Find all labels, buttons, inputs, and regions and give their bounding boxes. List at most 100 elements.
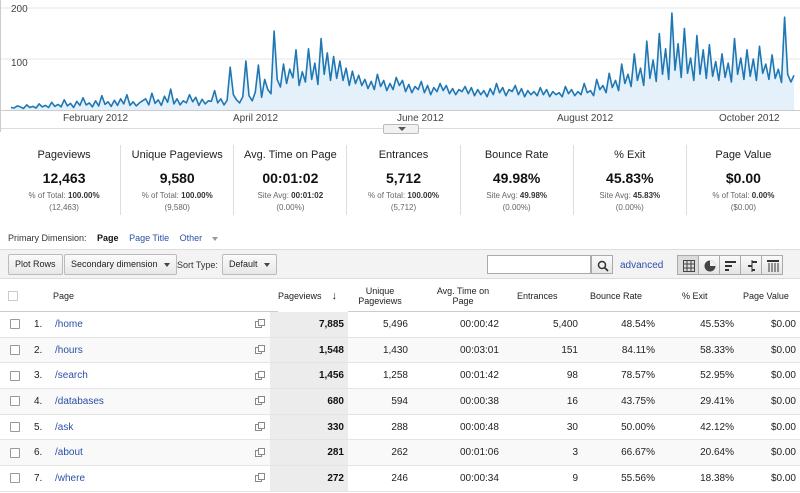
comparison-icon: [748, 260, 757, 272]
cell-avg-time: 00:01:42: [460, 370, 499, 382]
scorecard-sub-total: (12,463): [49, 203, 79, 212]
cell-bounce-rate: 66.67%: [621, 447, 655, 459]
row-number: 3.: [34, 370, 43, 382]
cell-exit: 42.12%: [700, 421, 734, 433]
select-all-checkbox[interactable]: [8, 279, 18, 312]
scorecard-sub-total: (0.00%): [502, 203, 531, 212]
bar-chart-icon: [725, 261, 736, 271]
scorecard-subtext: % of Total: 100.00% (9,580): [121, 190, 233, 214]
cell-bounce-rate: 78.57%: [621, 370, 655, 382]
cell-avg-time: 00:00:42: [460, 318, 499, 330]
scorecard[interactable]: Page Value $0.00 % of Total: 0.00% ($0.00): [687, 145, 800, 215]
search-button[interactable]: [591, 255, 613, 274]
sort-type-dropdown[interactable]: Default: [222, 254, 277, 275]
page-link[interactable]: /ask: [55, 421, 74, 433]
search-icon: [597, 260, 609, 272]
cell-entrances: 151: [561, 344, 578, 356]
view-comparison[interactable]: [740, 255, 762, 275]
scorecard-sub-value: 00:01:02: [291, 191, 324, 200]
page-link[interactable]: /where: [55, 472, 86, 484]
cell-unique-pageviews: 1,430: [382, 344, 408, 356]
row-checkbox[interactable]: [10, 466, 20, 491]
cell-avg-time: 00:00:38: [460, 395, 499, 407]
scorecard[interactable]: Avg. Time on Page 00:01:02 Site Avg: 00:01…: [234, 145, 348, 215]
column-header-bounce-rate[interactable]: Bounce Rate: [590, 290, 643, 301]
cell-avg-time: 00:00:48: [460, 421, 499, 433]
view-data-table[interactable]: [677, 255, 699, 275]
view-switcher: [677, 255, 783, 275]
column-header-pageviews[interactable]: Pageviews ↓: [278, 279, 348, 312]
cell-bounce-rate: 55.56%: [621, 472, 655, 484]
table-row: 5. /ask 330 288 00:00:48 30 50.00% 42.12% $0.00: [0, 414, 800, 441]
page-link[interactable]: /home: [55, 318, 83, 330]
scorecard[interactable]: Unique Pageviews 9,580 % of Total: 100.00%…: [121, 145, 235, 215]
row-checkbox[interactable]: [10, 389, 20, 414]
cell-pageviews: 330: [270, 414, 348, 440]
x-tick-label: April 2012: [233, 113, 279, 124]
scorecard[interactable]: Bounce Rate 49.98% Site Avg: 49.98% (0.00%): [461, 145, 574, 215]
column-header-unique-pageviews[interactable]: Unique Pageviews: [358, 285, 402, 306]
scorecard-title: Bounce Rate: [484, 149, 549, 161]
scorecard-title: Pageviews: [37, 149, 91, 161]
column-header-page[interactable]: Page: [53, 290, 75, 301]
open-page-icon[interactable]: [255, 389, 265, 414]
view-pivot[interactable]: [761, 255, 783, 275]
dimension-page[interactable]: Page: [97, 233, 119, 243]
chevron-down-icon: [163, 262, 170, 267]
advanced-filter-link[interactable]: advanced: [620, 260, 664, 271]
scorecard-subtext: % of Total: 0.00% ($0.00): [687, 190, 800, 214]
row-number: 7.: [34, 472, 43, 484]
scorecard-sub-total: (0.00%): [615, 203, 644, 212]
view-pie[interactable]: [698, 255, 720, 275]
pageviews-header-label: Pageviews: [278, 290, 322, 301]
row-checkbox[interactable]: [10, 440, 20, 465]
scorecard[interactable]: Pageviews 12,463 % of Total: 100.00% (12,46…: [8, 145, 122, 215]
cell-pageviews: 272: [270, 466, 348, 491]
pageviews-chart[interactable]: 200 100 February 2012 April 2012 June 20…: [0, 0, 800, 134]
row-checkbox[interactable]: [10, 363, 20, 388]
row-checkbox[interactable]: [10, 312, 20, 337]
open-page-icon[interactable]: [255, 338, 265, 363]
scorecard[interactable]: Entrances 5,712 % of Total: 100.00% (5,712): [347, 145, 461, 215]
page-link[interactable]: /about: [55, 447, 83, 459]
scorecard-subtext: Site Avg: 00:01:02 (0.00%): [234, 190, 346, 214]
cell-pageviews: 1,548: [270, 337, 348, 363]
row-checkbox[interactable]: [10, 338, 20, 363]
column-header-page-value[interactable]: Page Value: [743, 290, 789, 301]
secondary-dimension-dropdown[interactable]: Secondary dimension: [64, 254, 177, 275]
dimension-other-label: Other: [179, 233, 203, 243]
sort-type-value: Default: [229, 259, 258, 269]
chart-collapse-toggle[interactable]: [383, 124, 419, 134]
scorecard[interactable]: % Exit 45.83% Site Avg: 45.83% (0.00%): [574, 145, 687, 215]
dimension-other-dropdown[interactable]: Other: [180, 233, 227, 243]
scorecard-sub-label: % of Total:: [28, 191, 66, 200]
open-page-icon[interactable]: [255, 440, 265, 465]
dimension-page-title[interactable]: Page Title: [129, 233, 170, 243]
table-search-input[interactable]: [487, 255, 591, 274]
column-header-exit[interactable]: % Exit: [682, 290, 708, 301]
view-performance[interactable]: [719, 255, 741, 275]
page-link[interactable]: /databases: [55, 395, 104, 407]
scorecard-value: 45.83%: [606, 170, 654, 186]
open-page-icon[interactable]: [255, 363, 265, 388]
scorecard-sub-total: (9,580): [164, 203, 190, 212]
page-link[interactable]: /hours: [55, 344, 83, 356]
table-body: 1. /home 7,885 5,496 00:00:42 5,400 48.54% 45.5…: [0, 312, 800, 492]
cell-bounce-rate: 48.54%: [621, 318, 655, 330]
open-page-icon[interactable]: [255, 312, 265, 337]
cell-page-value: $0.00: [770, 421, 796, 433]
scorecard-title: Page Value: [715, 149, 772, 161]
row-checkbox[interactable]: [10, 415, 20, 440]
cell-unique-pageviews: 246: [391, 472, 408, 484]
cell-unique-pageviews: 594: [391, 395, 408, 407]
open-page-icon[interactable]: [255, 415, 265, 440]
open-page-icon[interactable]: [255, 466, 265, 491]
scorecard-sub-value: 49.98%: [519, 191, 548, 200]
plot-rows-button[interactable]: Plot Rows: [8, 254, 63, 275]
scorecard-sub-total: (0.00%): [276, 203, 305, 212]
cell-pageviews: 7,885: [270, 312, 348, 337]
column-header-avg-time[interactable]: Avg. Time on Page: [436, 285, 490, 306]
page-link[interactable]: /search: [55, 370, 88, 382]
column-header-entrances[interactable]: Entrances: [517, 290, 558, 301]
row-number: 2.: [34, 344, 43, 356]
